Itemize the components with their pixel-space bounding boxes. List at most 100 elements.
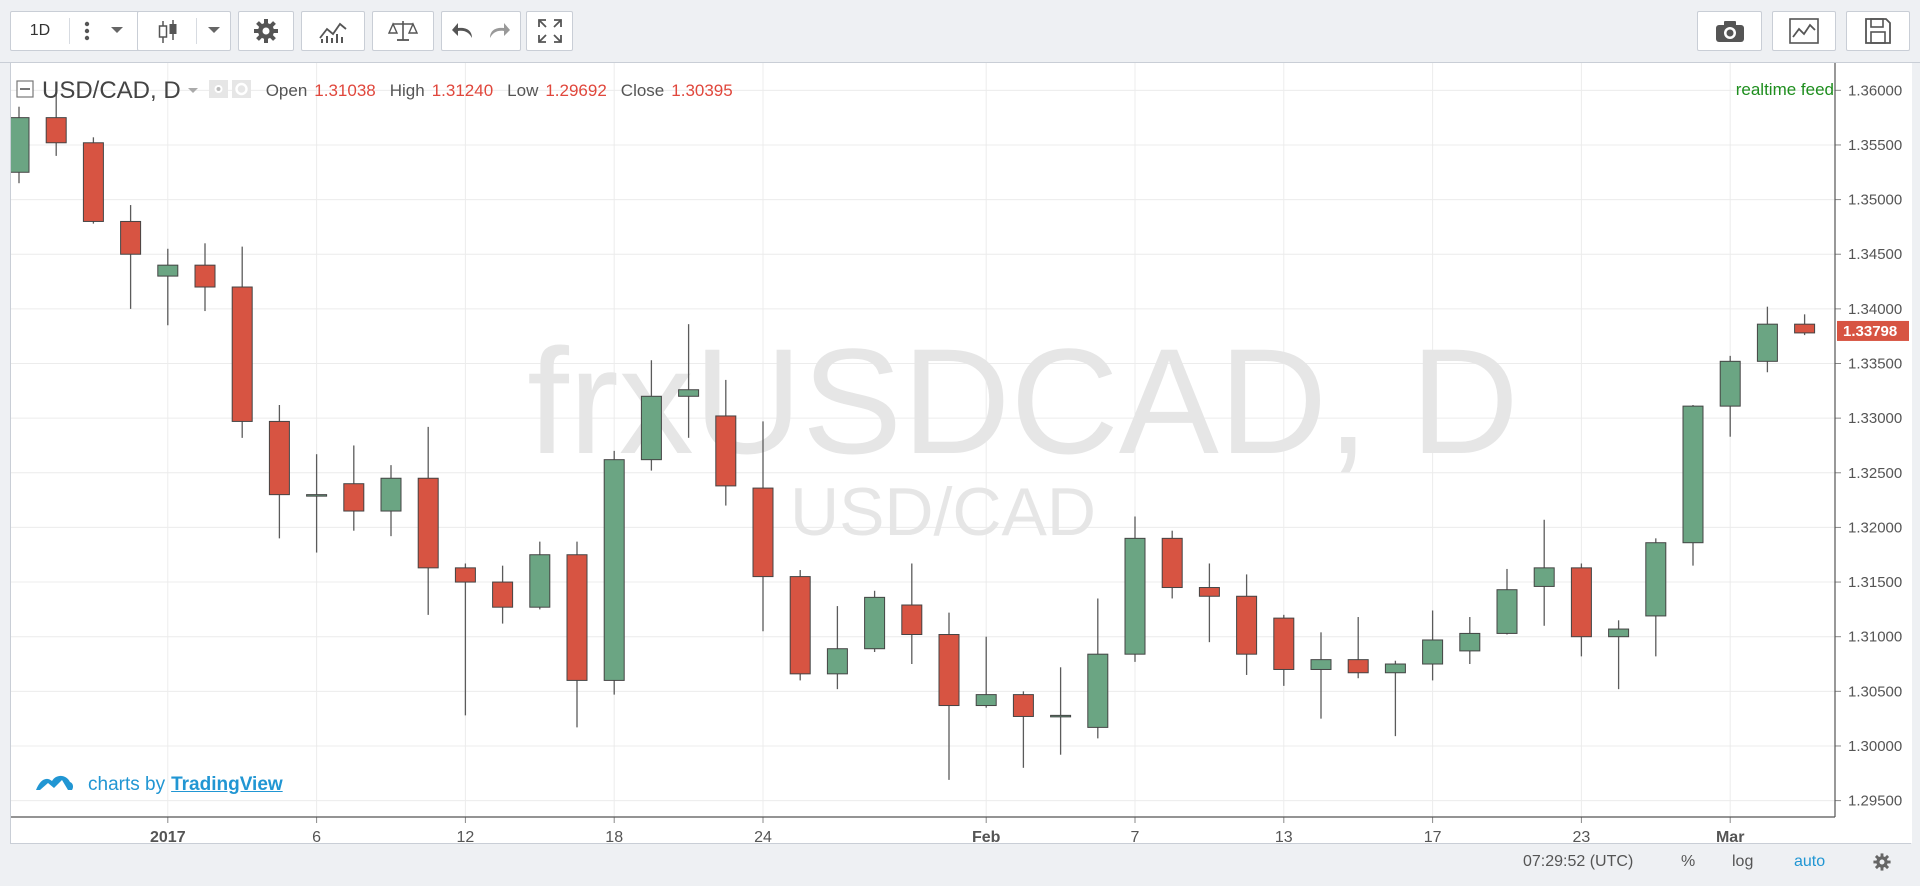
y-tick-label: 1.31000 bbox=[1848, 629, 1902, 646]
candle[interactable] bbox=[1198, 563, 1220, 643]
candle-body-up bbox=[1384, 663, 1406, 674]
candle[interactable] bbox=[826, 606, 848, 690]
camera-icon bbox=[1714, 18, 1746, 44]
candle[interactable] bbox=[1050, 667, 1072, 755]
candle[interactable] bbox=[231, 246, 253, 438]
candle[interactable] bbox=[157, 248, 179, 326]
y-tick-label: 1.31500 bbox=[1848, 574, 1902, 591]
interval-button[interactable]: 1D bbox=[29, 22, 51, 39]
fullscreen-icon bbox=[536, 17, 564, 45]
candle[interactable] bbox=[1645, 538, 1667, 657]
x-tick-label: 23 bbox=[1573, 829, 1591, 843]
candle[interactable] bbox=[454, 563, 476, 716]
legend-symbol[interactable]: USD/CAD, D bbox=[42, 77, 181, 104]
candle-body-up bbox=[1645, 542, 1667, 617]
candle[interactable] bbox=[1794, 314, 1816, 336]
candle[interactable] bbox=[1124, 516, 1146, 662]
collapse-legend-icon[interactable] bbox=[16, 79, 34, 103]
candle[interactable] bbox=[82, 137, 104, 224]
candle[interactable] bbox=[752, 421, 774, 632]
candle[interactable] bbox=[1161, 530, 1183, 599]
candle[interactable] bbox=[1608, 620, 1630, 690]
candle[interactable] bbox=[1310, 632, 1332, 719]
candle[interactable] bbox=[268, 405, 290, 539]
indicators-button[interactable] bbox=[301, 11, 365, 51]
interval-dropdown-icon[interactable] bbox=[109, 22, 125, 38]
candlestick-chart[interactable]: frxUSDCAD, D USD/CAD 1.36000 1.35500 1.350… bbox=[11, 63, 1912, 843]
chart-style-dropdown-icon[interactable] bbox=[206, 22, 222, 38]
y-tick-label: 1.33500 bbox=[1848, 356, 1902, 373]
chart-area[interactable]: frxUSDCAD, D USD/CAD 1.36000 1.35500 1.350… bbox=[10, 63, 1912, 843]
candle[interactable] bbox=[1570, 563, 1592, 657]
candle[interactable] bbox=[603, 450, 625, 695]
candle[interactable] bbox=[1087, 598, 1109, 739]
candle-body-down bbox=[343, 483, 365, 512]
candle[interactable] bbox=[1682, 405, 1704, 566]
candle[interactable] bbox=[1496, 568, 1518, 635]
candle-body-down bbox=[120, 220, 142, 255]
auto-toggle[interactable]: auto bbox=[1794, 853, 1826, 870]
fullscreen-button[interactable] bbox=[526, 11, 573, 51]
symbol-dropdown-icon[interactable] bbox=[187, 81, 199, 101]
high-label: High bbox=[389, 81, 425, 100]
more-icon[interactable] bbox=[77, 18, 97, 44]
realtime-feed-label: realtime feed bbox=[1735, 80, 1834, 99]
candle[interactable] bbox=[1347, 617, 1369, 679]
scale-settings-icon[interactable] bbox=[1872, 852, 1892, 877]
chart-properties-button[interactable] bbox=[1772, 11, 1836, 51]
legend-settings-icon[interactable] bbox=[231, 79, 252, 104]
candle[interactable] bbox=[1012, 691, 1034, 768]
candle[interactable] bbox=[1273, 614, 1295, 686]
candle[interactable] bbox=[380, 465, 402, 537]
percent-toggle[interactable]: % bbox=[1681, 853, 1696, 870]
candle[interactable] bbox=[640, 360, 662, 471]
close-label: Close bbox=[620, 81, 665, 100]
candles-icon[interactable] bbox=[154, 18, 182, 46]
compare-button[interactable] bbox=[372, 11, 434, 51]
x-tick-label: Feb bbox=[972, 829, 1001, 843]
candle[interactable] bbox=[1384, 660, 1406, 737]
candle[interactable] bbox=[1459, 617, 1481, 665]
tradingview-branding[interactable]: charts by TradingView bbox=[34, 770, 283, 800]
candle-body-up bbox=[1682, 405, 1704, 544]
redo-icon[interactable] bbox=[486, 20, 512, 42]
tradingview-link[interactable]: TradingView bbox=[171, 774, 283, 795]
candle[interactable] bbox=[975, 636, 997, 708]
candle-body-down bbox=[1236, 595, 1258, 655]
candle[interactable] bbox=[1422, 610, 1444, 681]
candle[interactable] bbox=[678, 324, 700, 438]
eye-icon[interactable] bbox=[208, 79, 229, 104]
candle[interactable] bbox=[566, 541, 588, 728]
candle[interactable] bbox=[45, 90, 67, 156]
candle[interactable] bbox=[11, 106, 30, 184]
utc-time[interactable]: 07:29:52 (UTC) bbox=[1523, 853, 1634, 870]
low-label: Low bbox=[507, 81, 539, 100]
x-tick-label: 17 bbox=[1424, 829, 1442, 843]
candle[interactable] bbox=[864, 590, 886, 652]
candle-body-down bbox=[789, 576, 811, 675]
settings-button[interactable] bbox=[238, 11, 294, 51]
candle[interactable] bbox=[1719, 355, 1741, 437]
candle[interactable] bbox=[194, 243, 216, 312]
candle[interactable] bbox=[715, 379, 737, 506]
save-button[interactable] bbox=[1846, 11, 1910, 51]
candle[interactable] bbox=[901, 563, 923, 665]
candle[interactable] bbox=[417, 426, 439, 615]
candle[interactable] bbox=[1533, 519, 1555, 626]
candle[interactable] bbox=[120, 205, 142, 309]
candle[interactable] bbox=[1236, 574, 1258, 675]
log-toggle[interactable]: log bbox=[1732, 853, 1754, 870]
undo-icon[interactable] bbox=[450, 20, 476, 42]
candle[interactable] bbox=[492, 565, 514, 624]
candle[interactable] bbox=[1756, 306, 1778, 373]
candle[interactable] bbox=[789, 570, 811, 681]
status-bar: 07:29:52 (UTC) % log auto bbox=[10, 843, 1911, 879]
candle[interactable] bbox=[306, 454, 328, 553]
y-tick-label: 1.34000 bbox=[1848, 301, 1902, 318]
candle-body-up bbox=[1533, 567, 1555, 587]
candle[interactable] bbox=[343, 445, 365, 531]
snapshot-button[interactable] bbox=[1697, 11, 1762, 51]
candle[interactable] bbox=[529, 541, 551, 610]
candle-body-down bbox=[194, 264, 216, 288]
candle[interactable] bbox=[938, 612, 960, 780]
